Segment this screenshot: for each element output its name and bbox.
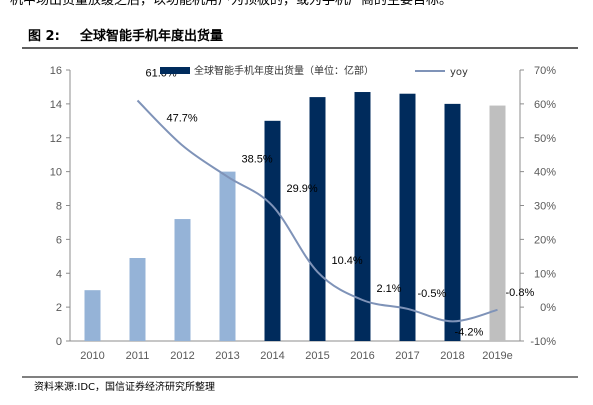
left-tick-label: 4 [56,268,62,280]
header-text: 机中场出货量放缓之后，以功能机用户为顶板的，或为手机厂商的主要目标。 [10,0,452,8]
yoy-data-label: 38.5% [242,154,273,166]
source-note: 资料来源:IDC，国信证券经济研究所整理 [34,380,215,393]
right-tick-label: 50% [534,133,556,145]
left-tick-label: 12 [50,133,62,145]
yoy-data-label: 29.9% [287,183,318,195]
right-tick-label: -10% [530,336,556,348]
x-tick-label: 2010 [80,350,104,362]
left-tick-label: 14 [50,99,62,111]
yoy-data-label: 47.7% [167,113,198,125]
bar [84,290,101,341]
legend: 全球智能手机年度出货量（单位：亿部） yoy [160,64,468,78]
figure-label: 图 2: [28,29,60,44]
left-tick-label: 6 [56,234,62,246]
bar [399,93,416,342]
legend-swatch-bar [160,67,190,74]
x-tick-label: 2016 [350,350,374,362]
x-tick-label: 2011 [126,350,150,362]
x-tick-label: 2015 [305,350,329,362]
left-tick-label: 16 [50,65,62,77]
yoy-data-label: 10.4% [332,255,363,267]
x-tick-label: 2014 [260,350,284,362]
right-tick-label: 60% [534,99,556,111]
bar [219,171,236,341]
right-tick-label: 70% [534,65,556,77]
left-tick-label: 8 [56,201,62,213]
x-tick-label: 2019e [482,350,513,362]
yoy-data-label: 2.1% [377,283,402,295]
yoy-line [136,99,498,323]
bar [264,120,281,341]
bar [354,92,371,341]
figure-title: 全球智能手机年度出货量 [79,28,223,44]
right-tick-label: 20% [534,234,556,246]
legend-label-line: yoy [450,67,468,78]
plot-area: 0 2 4 6 8 10 12 14 16 -10% 0% 10% 20% 30% 40% 50% 60% 70%… [50,65,556,362]
left-tick-label: 0 [56,336,62,348]
x-tick-label: 2017 [395,350,419,362]
right-tick-label: 40% [534,167,556,179]
left-tick-label: 2 [56,302,62,314]
x-tick-label: 2013 [215,350,239,362]
bar [444,103,461,341]
yoy-data-label: -0.8% [506,287,535,299]
bar [174,219,191,341]
right-tick-label: 30% [534,201,556,213]
x-tick-label: 2018 [440,350,464,362]
bar [129,258,146,341]
x-tick-label: 2012 [170,350,194,362]
legend-label-bar: 全球智能手机年度出货量（单位：亿部） [194,64,374,77]
bar [309,97,326,341]
yoy-data-label: -0.5% [418,288,447,300]
right-tick-label: 0% [540,302,556,314]
left-tick-label: 10 [50,167,62,179]
right-tick-label: 10% [534,268,556,280]
bar [489,105,506,341]
yoy-data-label: -4.2% [455,326,484,338]
